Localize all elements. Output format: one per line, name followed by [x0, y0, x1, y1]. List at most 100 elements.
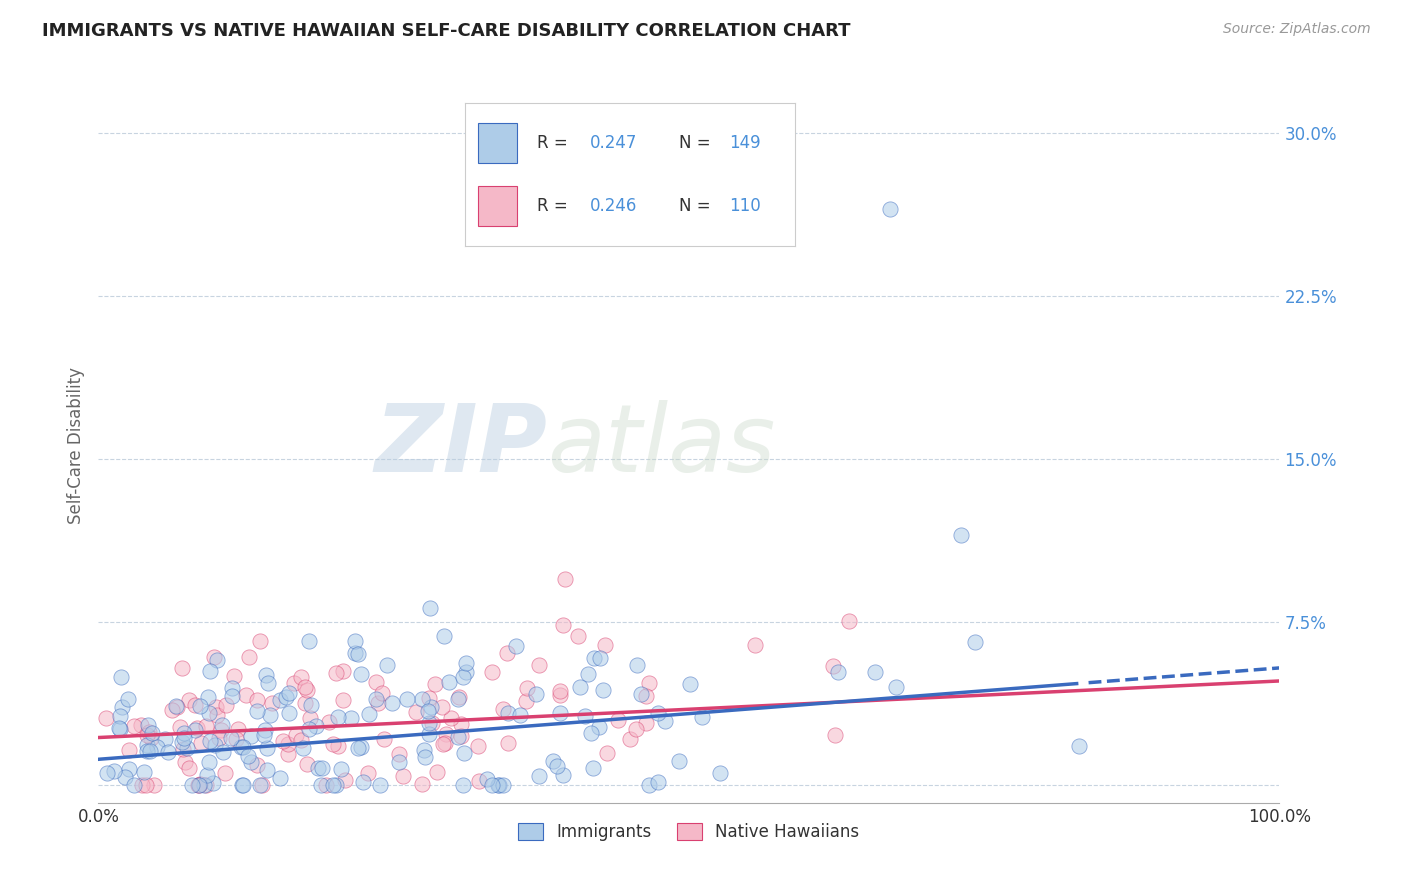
Point [238, 649, 260, 664]
Point [190, 736, 212, 750]
Point [527, 657, 550, 672]
Point [344, 646, 367, 660]
Point [447, 692, 470, 706]
Point [299, 710, 322, 724]
Point [309, 778, 332, 792]
Point [290, 670, 312, 684]
Point [276, 690, 298, 705]
Point [271, 734, 294, 748]
Point [135, 778, 157, 792]
Point [432, 629, 454, 643]
Point [283, 676, 305, 690]
Point [240, 755, 263, 769]
Point [305, 719, 328, 733]
Point [430, 700, 453, 714]
Point [231, 778, 253, 792]
Point [373, 732, 395, 747]
Point [332, 664, 354, 678]
Point [357, 766, 380, 780]
Point [582, 650, 605, 665]
Point [138, 725, 160, 739]
Point [166, 699, 188, 714]
Point [165, 699, 187, 714]
Point [554, 572, 576, 586]
Point [295, 757, 318, 772]
Point [224, 668, 246, 682]
Point [240, 729, 263, 743]
Point [200, 734, 222, 748]
Point [205, 653, 228, 667]
Point [439, 711, 461, 725]
Point [322, 738, 344, 752]
Point [574, 708, 596, 723]
Point [509, 707, 531, 722]
Point [236, 748, 259, 763]
Point [350, 740, 373, 755]
Point [420, 716, 443, 731]
Point [411, 777, 433, 791]
Point [108, 708, 131, 723]
Point [395, 692, 418, 706]
Point [492, 778, 515, 792]
Point [827, 665, 849, 679]
Point [294, 696, 316, 710]
Point [322, 778, 344, 792]
Point [619, 732, 641, 747]
Point [259, 707, 281, 722]
Point [136, 738, 159, 752]
Point [863, 665, 886, 679]
Point [328, 710, 350, 724]
Point [332, 693, 354, 707]
Point [179, 693, 201, 707]
Point [197, 706, 219, 720]
Point [257, 676, 280, 690]
Point [451, 670, 474, 684]
Point [624, 722, 647, 736]
Text: ZIP: ZIP [374, 400, 547, 492]
Point [212, 745, 235, 759]
Point [110, 722, 132, 736]
Point [146, 739, 169, 754]
Point [367, 696, 389, 710]
Point [381, 696, 404, 710]
Point [453, 746, 475, 760]
Point [588, 651, 610, 665]
Point [177, 761, 200, 775]
Point [225, 731, 247, 746]
Point [318, 714, 340, 729]
Point [543, 754, 565, 768]
Point [118, 762, 141, 776]
Point [326, 739, 349, 754]
Point [495, 646, 517, 660]
Point [668, 754, 690, 768]
Point [468, 774, 491, 789]
Point [548, 706, 571, 720]
Point [110, 670, 132, 684]
Point [215, 698, 238, 713]
Point [277, 686, 299, 700]
Point [246, 693, 269, 707]
Point [415, 750, 437, 764]
Point [194, 778, 217, 792]
Point [134, 764, 156, 779]
Point [184, 698, 207, 713]
Point [654, 714, 676, 728]
Point [453, 778, 475, 792]
Point [169, 720, 191, 734]
Point [156, 745, 179, 759]
Point [173, 731, 195, 745]
Point [744, 638, 766, 652]
Point [136, 744, 159, 758]
Point [170, 660, 193, 674]
Point [456, 657, 478, 671]
Point [548, 684, 571, 698]
Point [256, 741, 278, 756]
Point [498, 706, 520, 720]
Point [838, 614, 860, 628]
Point [335, 772, 357, 787]
Point [596, 746, 619, 760]
Point [277, 706, 299, 720]
Point [515, 694, 537, 708]
Point [426, 765, 449, 780]
Point [172, 741, 194, 756]
